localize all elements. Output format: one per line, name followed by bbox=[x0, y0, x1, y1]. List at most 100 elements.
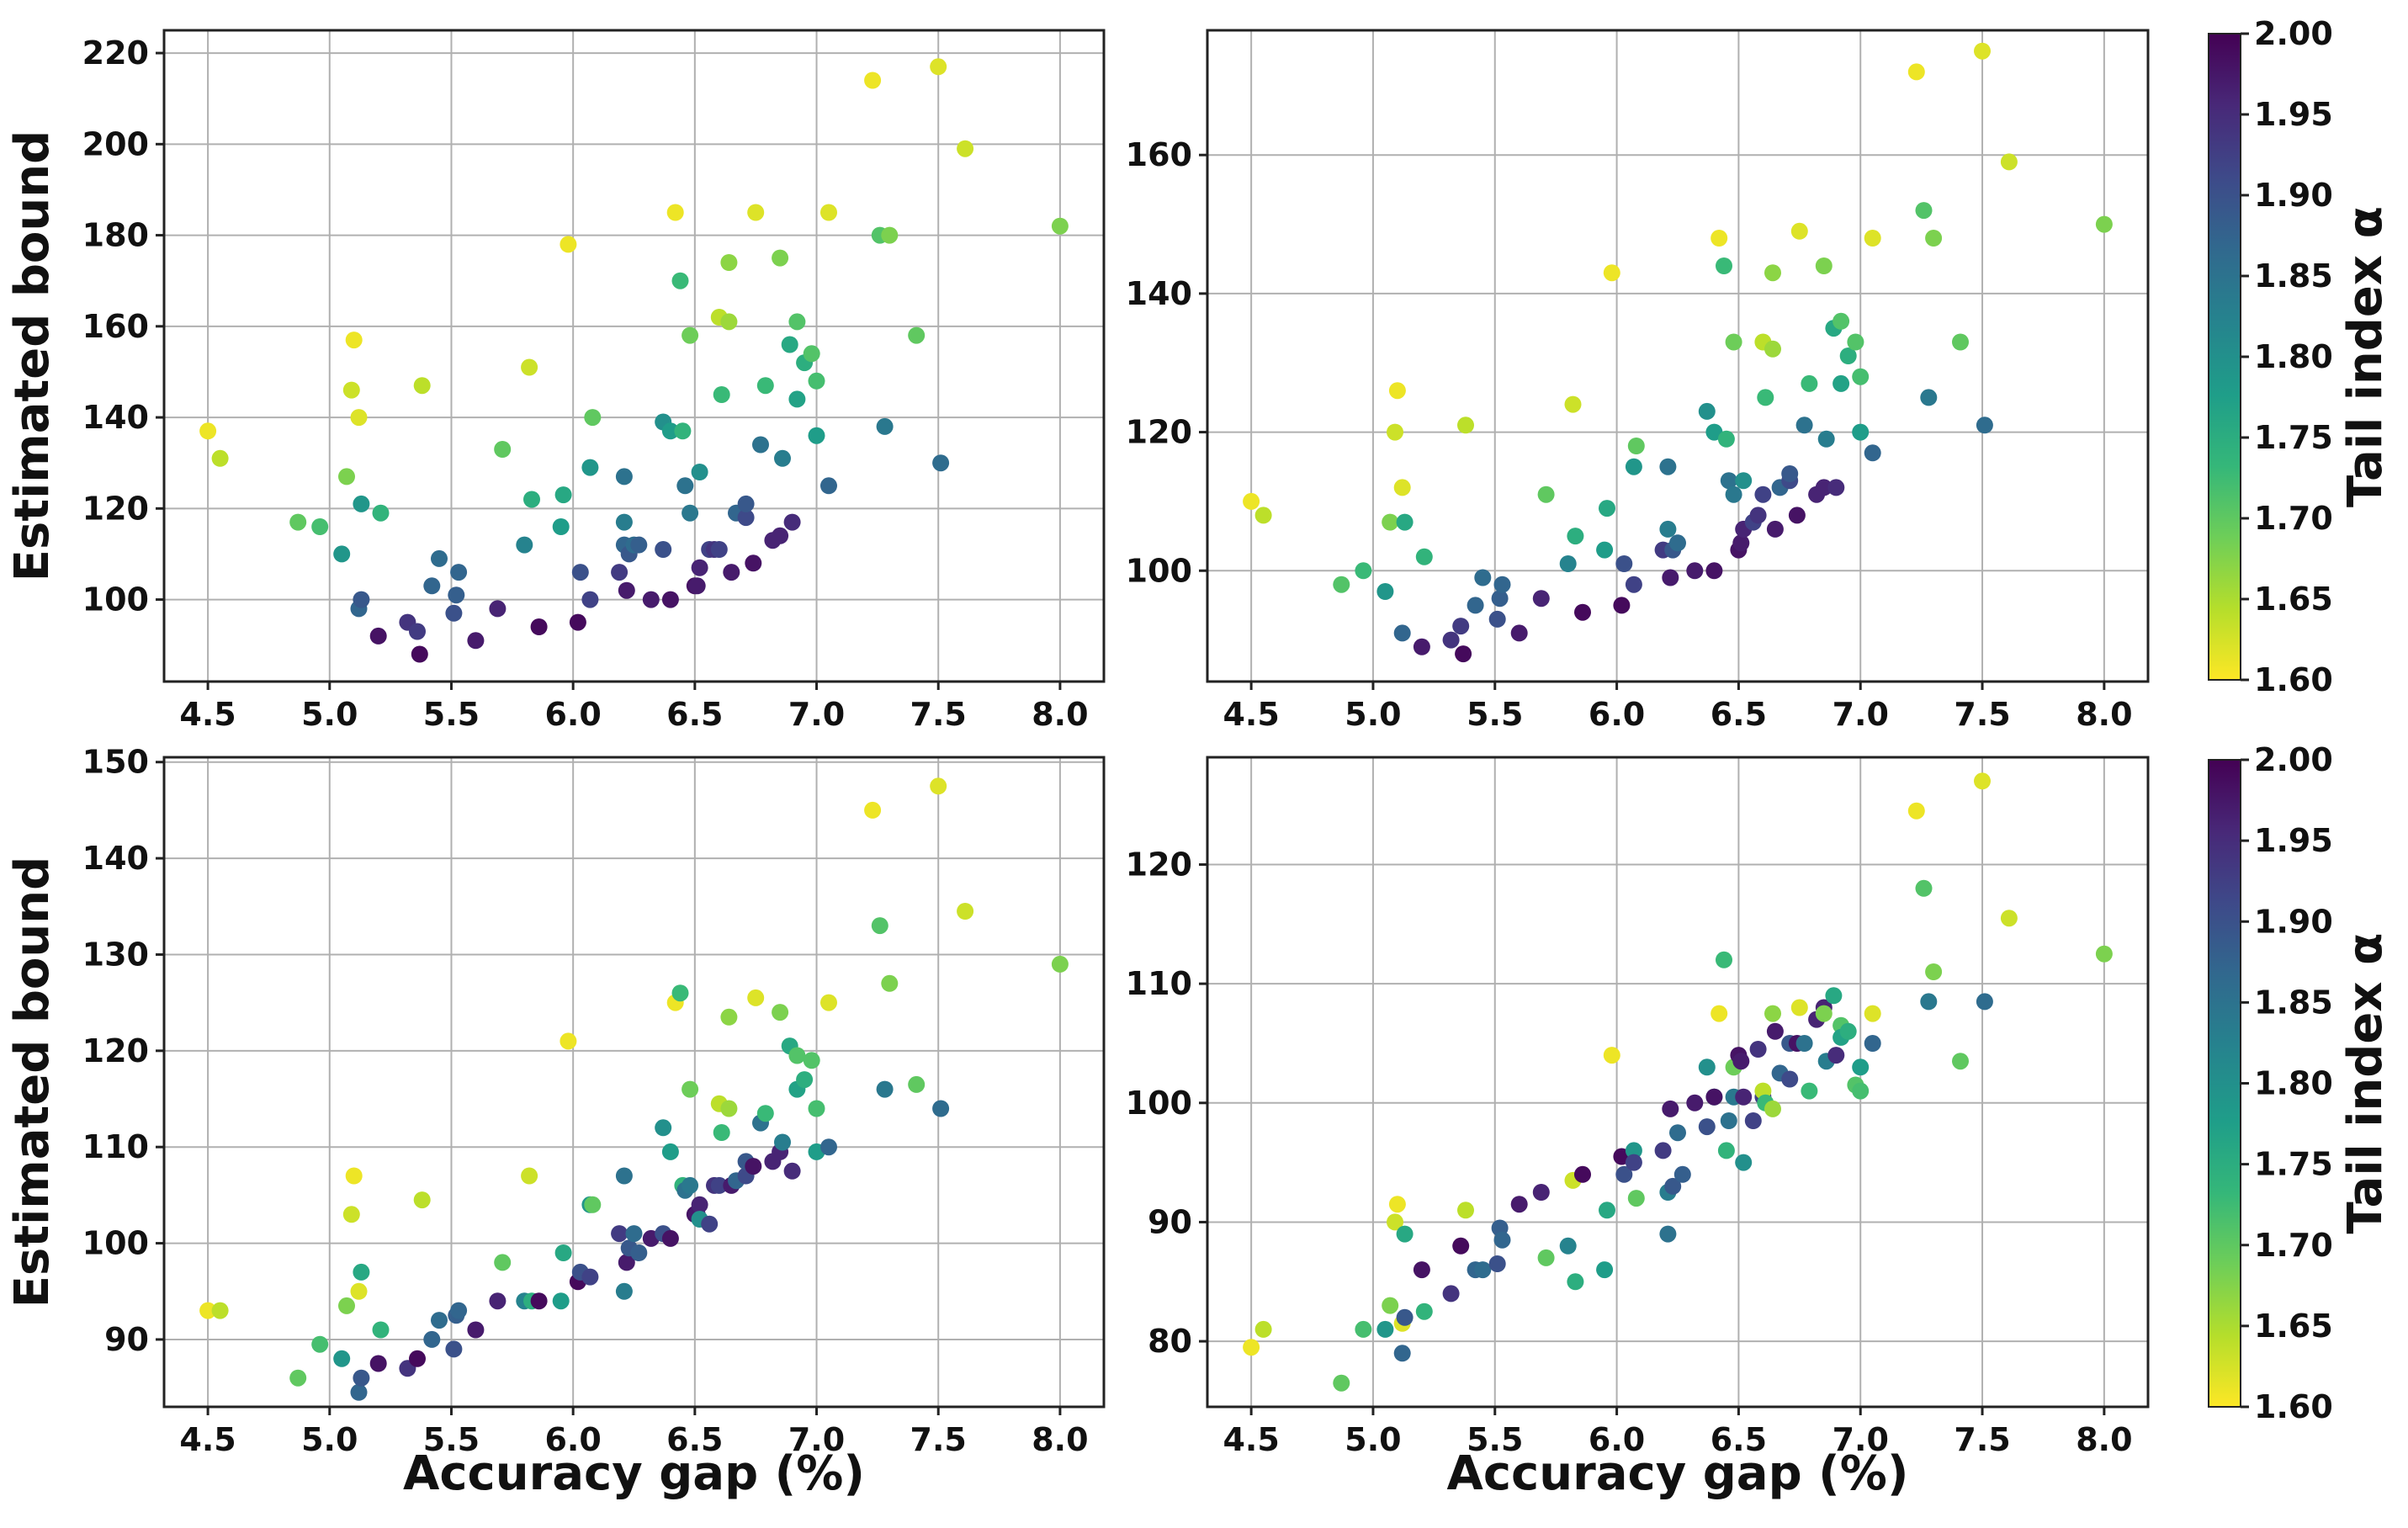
scatter-point bbox=[1488, 610, 1506, 628]
colorbar-tick-label: 1.95 bbox=[2254, 822, 2333, 859]
scatter-point bbox=[655, 541, 672, 558]
scatter-point bbox=[682, 504, 699, 522]
scatter-point bbox=[808, 1100, 825, 1117]
scatter-point bbox=[642, 591, 660, 608]
scatter-point bbox=[1686, 562, 1704, 580]
scatter-point bbox=[584, 409, 602, 427]
scatter-point bbox=[1510, 1196, 1528, 1213]
scatter-point bbox=[1766, 520, 1784, 538]
scatter-point bbox=[1669, 1124, 1686, 1142]
scatter-point bbox=[1852, 368, 1870, 385]
scatter-point bbox=[2095, 945, 2113, 963]
scatter-point bbox=[423, 577, 441, 595]
x-tick-label: 5.5 bbox=[1467, 1421, 1523, 1458]
y-tick-label: 130 bbox=[82, 936, 149, 973]
scatter-point bbox=[333, 545, 351, 563]
scatter-point bbox=[720, 1100, 738, 1117]
scatter-point bbox=[1355, 1320, 1372, 1338]
y-tick-label: 100 bbox=[82, 581, 149, 618]
y-tick-label: 100 bbox=[1126, 552, 1192, 589]
colorbar-tick-label: 1.65 bbox=[2254, 581, 2333, 618]
scatter-point bbox=[788, 1047, 806, 1064]
scatter-point bbox=[772, 249, 789, 267]
scatter-point bbox=[1711, 1005, 1728, 1022]
scatter-point bbox=[676, 477, 694, 495]
scatter-point bbox=[1795, 1035, 1813, 1052]
scatter-point bbox=[1388, 382, 1406, 400]
scatter-point bbox=[1254, 507, 1272, 524]
scatter-point bbox=[864, 72, 882, 89]
scatter-point bbox=[1664, 1177, 1682, 1195]
scatter-point bbox=[691, 464, 708, 480]
scatter-point bbox=[581, 1268, 599, 1286]
scatter-point bbox=[881, 226, 899, 244]
scatter-points bbox=[1243, 772, 2113, 1392]
scatter-point bbox=[516, 536, 533, 554]
y-tick-label: 140 bbox=[1126, 275, 1192, 312]
scatter-point bbox=[1864, 1005, 1881, 1022]
colorbar-tick-label: 1.75 bbox=[2254, 419, 2333, 456]
scatter-point bbox=[199, 1302, 217, 1319]
scatter-point bbox=[1537, 1249, 1555, 1266]
scatter-point bbox=[1567, 1273, 1584, 1291]
scatter-point bbox=[671, 984, 689, 1002]
scatter-point bbox=[1051, 955, 1069, 973]
scatter-point bbox=[1907, 63, 1925, 81]
y-tick-label: 160 bbox=[82, 308, 149, 345]
scatter-point bbox=[1662, 569, 1679, 586]
scatter-point bbox=[1764, 1005, 1781, 1022]
scatter-point bbox=[1705, 423, 1723, 441]
scatter-point bbox=[957, 140, 974, 157]
scatter-point bbox=[350, 1383, 368, 1401]
scatter-point bbox=[1735, 1088, 1753, 1106]
scatter-point bbox=[1627, 1190, 1645, 1207]
scatter-point bbox=[710, 541, 728, 558]
scatter-point bbox=[661, 1229, 679, 1247]
scatter-point bbox=[552, 1292, 570, 1310]
scatter-point bbox=[783, 1162, 801, 1180]
scatter-point bbox=[710, 1176, 728, 1194]
scatter-point bbox=[1387, 1213, 1403, 1231]
scatter-point bbox=[1686, 1094, 1704, 1112]
scatter-point bbox=[1396, 1308, 1414, 1326]
x-tick-label: 5.5 bbox=[423, 696, 480, 733]
x-tick-label: 5.0 bbox=[301, 696, 358, 733]
scatter-point bbox=[611, 1225, 629, 1243]
x-tick-label: 4.5 bbox=[179, 696, 236, 733]
plot-area bbox=[164, 757, 1104, 1407]
scatter-point bbox=[1599, 500, 1615, 517]
x-tick-label: 4.5 bbox=[1223, 1421, 1279, 1458]
scatter-point bbox=[1537, 485, 1555, 503]
scatter-point bbox=[342, 381, 360, 399]
scatter-point bbox=[1925, 963, 1943, 980]
colorbar-tick-label: 1.90 bbox=[2254, 903, 2333, 940]
scatter-point bbox=[1625, 1142, 1642, 1159]
scatter-point bbox=[1382, 513, 1399, 531]
scatter-point bbox=[625, 1225, 643, 1243]
scatter-point bbox=[581, 591, 599, 608]
scatter-point bbox=[2095, 215, 2113, 233]
scatter-point bbox=[1720, 472, 1737, 490]
panel-bottom-right: 4.5 5.0 5.5 6.0 6.5 7.0 7.5 8.0 80 90 100 110 120 Acc… bbox=[1126, 756, 2150, 1501]
scatter-point bbox=[569, 613, 586, 631]
scatter-point bbox=[1596, 1261, 1614, 1279]
scatter-point bbox=[1491, 590, 1509, 607]
scatter-point bbox=[803, 345, 820, 363]
scatter-point bbox=[494, 441, 512, 458]
scatter-point bbox=[489, 1292, 507, 1310]
scatter-point bbox=[1839, 1022, 1857, 1040]
scatter-point bbox=[1493, 576, 1511, 593]
scatter-point bbox=[820, 1138, 837, 1156]
scatter-point bbox=[350, 1282, 368, 1300]
scatter-point bbox=[871, 917, 888, 935]
scatter-point bbox=[1847, 333, 1864, 351]
scatter-point bbox=[521, 358, 538, 376]
scatter-point bbox=[1716, 951, 1732, 968]
scatter-point bbox=[552, 518, 570, 535]
scatter-point bbox=[1815, 257, 1833, 274]
scatter-point bbox=[774, 449, 791, 467]
colorbar-tick-label: 1.60 bbox=[2254, 1388, 2333, 1425]
panel-top-right: 4.5 5.0 5.5 6.0 6.5 7.0 7.5 8.0 100 120 140 160 bbox=[1126, 29, 2150, 733]
scatter-point bbox=[796, 1071, 814, 1089]
scatter-point bbox=[1673, 1165, 1691, 1183]
